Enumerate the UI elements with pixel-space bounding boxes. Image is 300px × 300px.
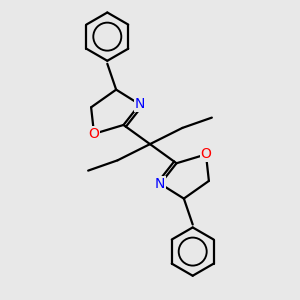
Text: N: N bbox=[134, 98, 145, 111]
Text: N: N bbox=[155, 177, 166, 191]
Text: O: O bbox=[88, 127, 100, 141]
Text: O: O bbox=[200, 147, 211, 161]
